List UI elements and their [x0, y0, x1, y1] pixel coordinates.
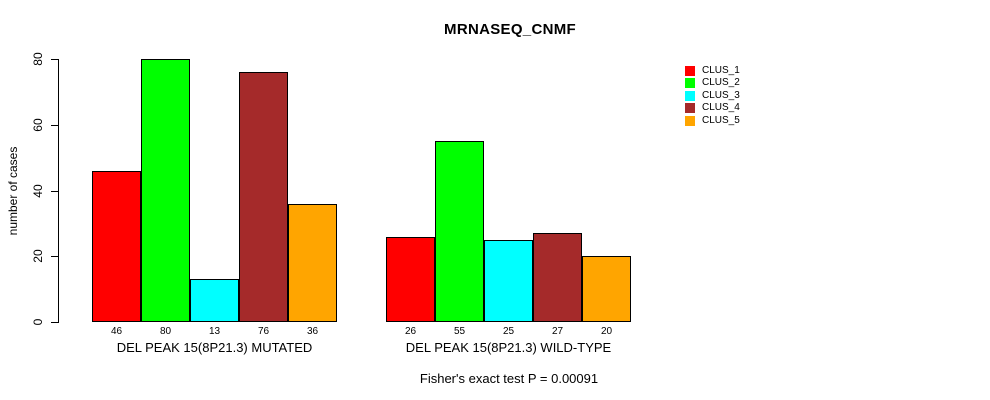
bar-clus_4-group2 — [533, 233, 582, 322]
bar-clus_1-group1 — [92, 171, 141, 322]
y-tick-label: 80 — [31, 52, 45, 66]
bar-value-label: 13 — [208, 326, 221, 337]
legend-label: CLUS_5 — [702, 115, 740, 126]
legend-item-clus_4: CLUS_4 — [685, 102, 740, 113]
legend-swatch-icon — [685, 115, 695, 126]
bar-clus_4-group1 — [239, 72, 288, 322]
legend-label: CLUS_1 — [702, 65, 740, 76]
bar-value-label: 76 — [257, 326, 270, 337]
legend-swatch-icon — [685, 77, 695, 88]
group-axis-label: DEL PEAK 15(8P21.3) WILD-TYPE — [405, 340, 612, 355]
bar-value-label: 46 — [110, 326, 123, 337]
legend-item-clus_3: CLUS_3 — [685, 90, 740, 101]
y-axis-label: number of cases — [6, 146, 20, 236]
bar-value-label: 27 — [551, 326, 564, 337]
legend-swatch-icon — [685, 65, 695, 76]
footnote-text: Fisher's exact test P = 0.00091 — [419, 371, 599, 386]
legend-swatch-icon — [685, 90, 695, 101]
legend-item-clus_1: CLUS_1 — [685, 65, 740, 76]
bar-clus_2-group1 — [141, 59, 190, 322]
legend-label: CLUS_4 — [702, 102, 740, 113]
y-tick-mark — [51, 256, 58, 257]
bar-value-label: 26 — [404, 326, 417, 337]
legend-item-clus_5: CLUS_5 — [685, 115, 740, 126]
y-tick-mark — [51, 125, 58, 126]
y-tick-label: 0 — [31, 318, 45, 326]
group-axis-label: DEL PEAK 15(8P21.3) MUTATED — [116, 340, 313, 355]
bar-value-label: 25 — [502, 326, 515, 337]
chart-title: MRNASEQ_CNMF — [444, 21, 576, 38]
y-tick-mark — [51, 59, 58, 60]
bar-clus_3-group1 — [190, 279, 239, 322]
bar-clus_3-group2 — [484, 240, 533, 322]
bar-value-label: 80 — [159, 326, 172, 337]
bar-clus_2-group2 — [435, 141, 484, 322]
y-tick-label: 60 — [31, 118, 45, 132]
legend-item-clus_2: CLUS_2 — [685, 77, 740, 88]
y-axis-line — [58, 59, 59, 323]
legend-swatch-icon — [685, 102, 695, 113]
bar-value-label: 20 — [600, 326, 613, 337]
bar-clus_1-group2 — [386, 237, 435, 322]
y-tick-label: 40 — [31, 184, 45, 198]
bar-value-label: 55 — [453, 326, 466, 337]
bar-value-label: 36 — [306, 326, 319, 337]
y-tick-label: 20 — [31, 249, 45, 263]
y-tick-mark — [51, 322, 58, 323]
bar-clus_5-group1 — [288, 204, 337, 322]
bar-clus_5-group2 — [582, 256, 631, 322]
y-tick-mark — [51, 191, 58, 192]
legend-label: CLUS_3 — [702, 90, 740, 101]
legend-label: CLUS_2 — [702, 77, 740, 88]
